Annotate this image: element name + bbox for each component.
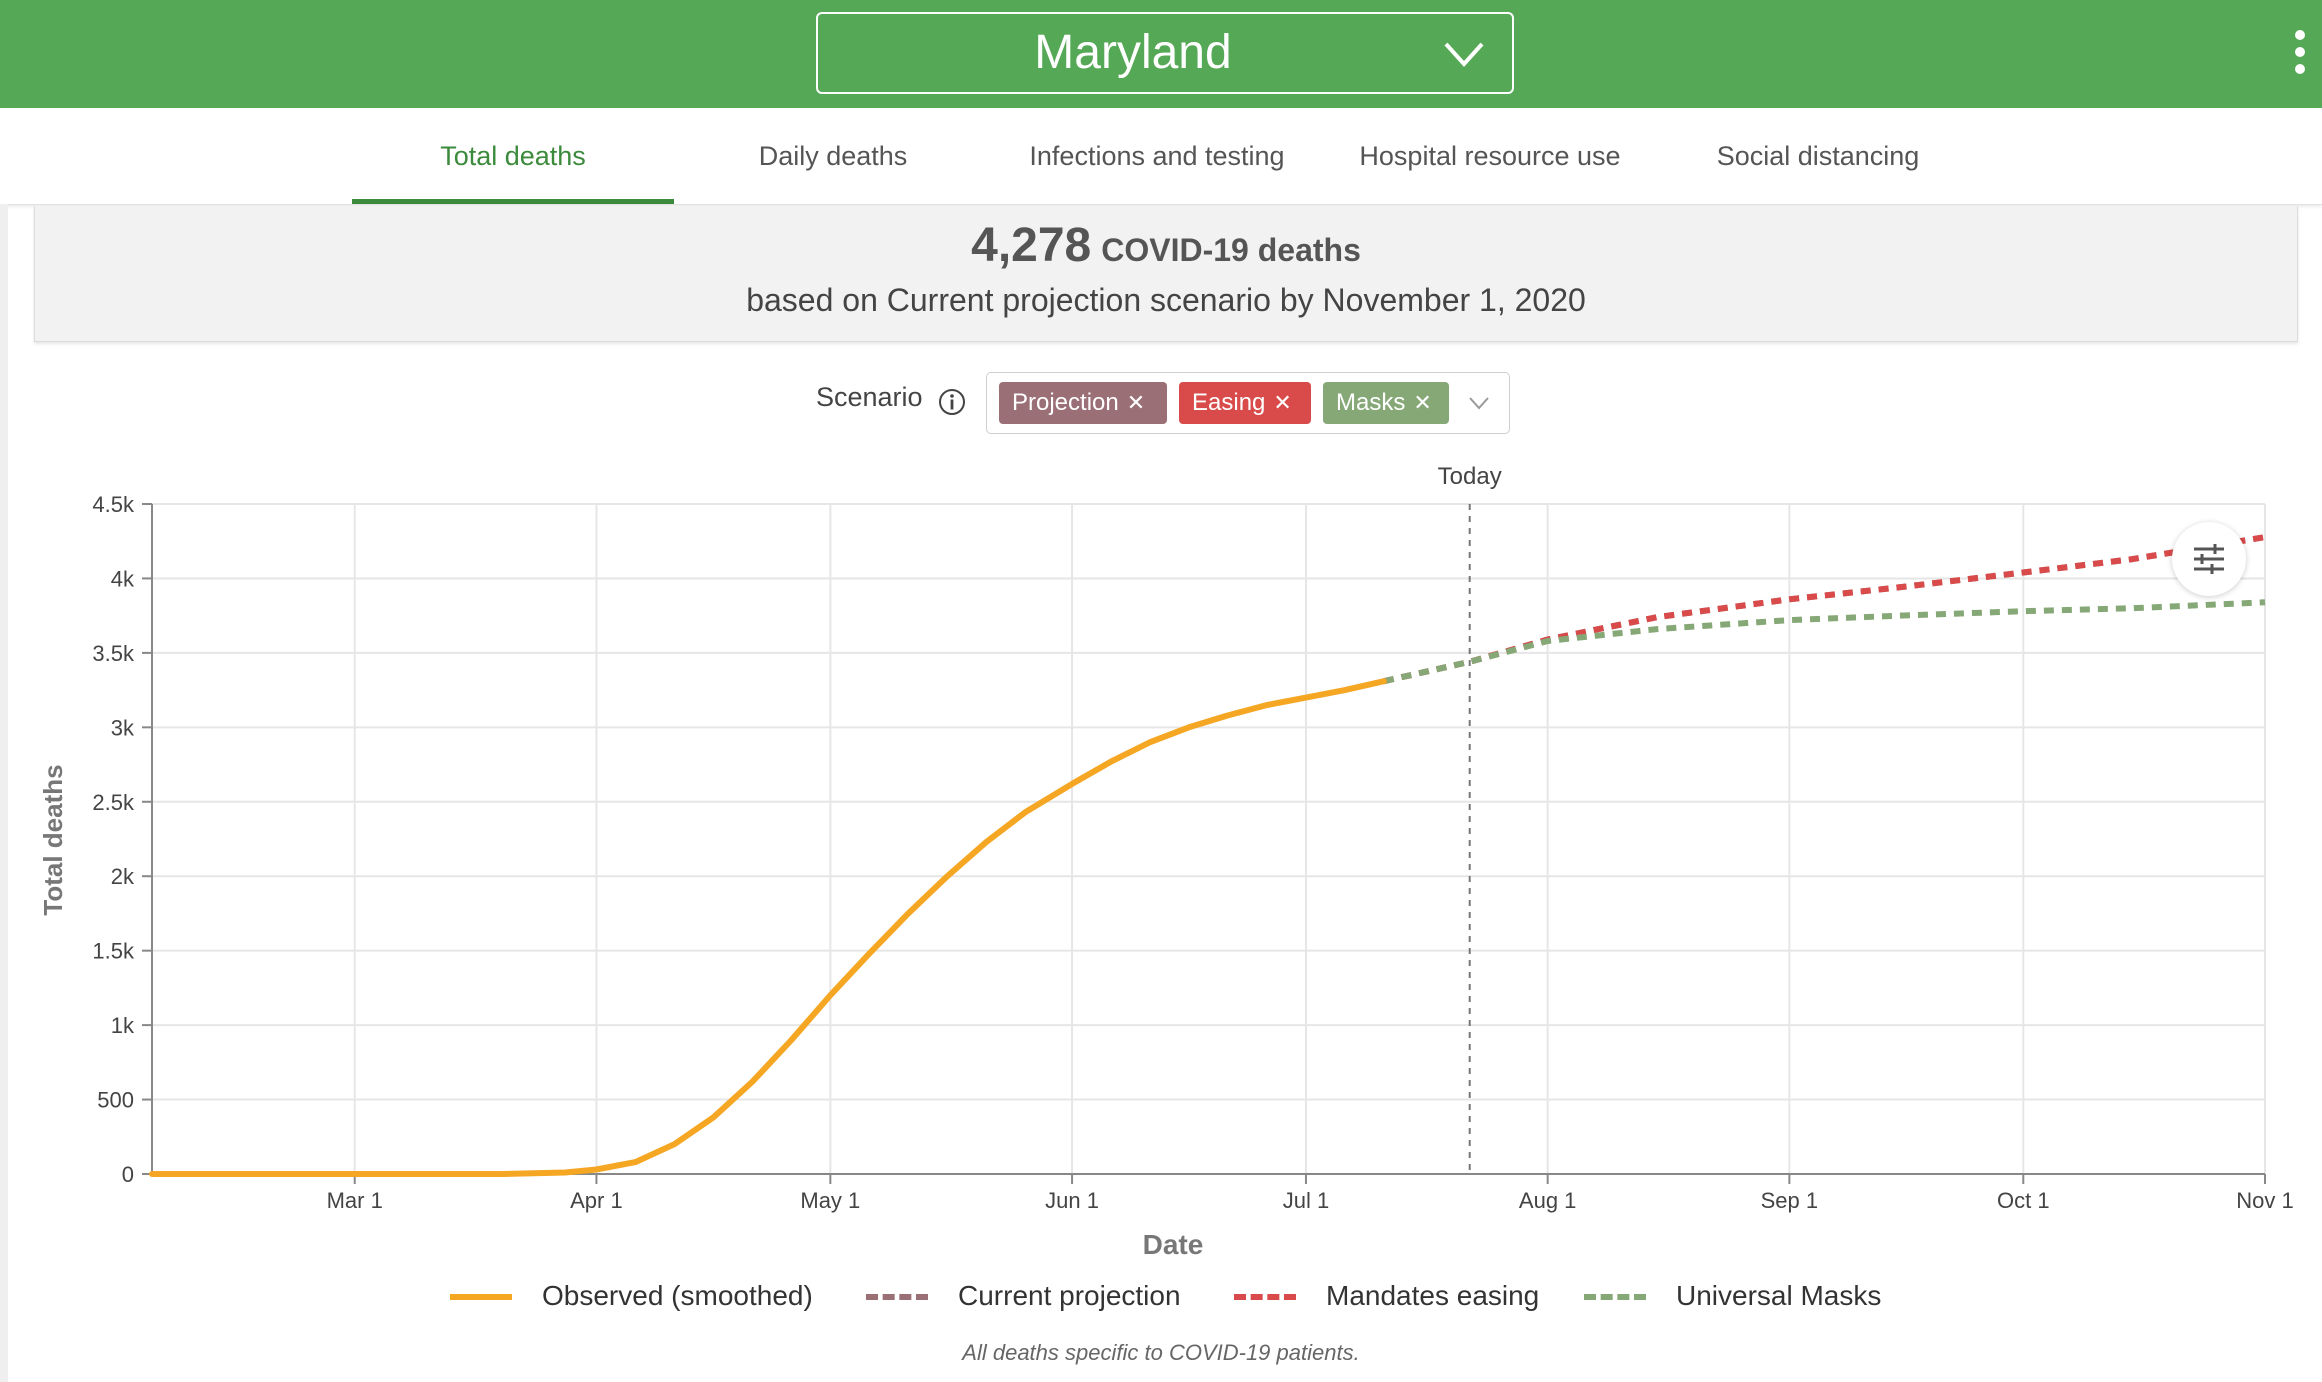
summary-card: 4,278 COVID-19 deaths based on Current pr… — [34, 206, 2298, 342]
remove-icon[interactable]: ✕ — [1273, 390, 1292, 415]
legend-label: Observed (smoothed) — [542, 1280, 813, 1311]
legend-swatch — [1584, 1294, 1646, 1300]
chart-settings-button[interactable] — [2172, 522, 2246, 596]
x-tick-label: Jul 1 — [1283, 1188, 1329, 1213]
tab-hospital-resource-use[interactable]: Hospital resource use — [1359, 141, 1621, 171]
remove-icon[interactable]: ✕ — [1126, 390, 1146, 415]
summary-value: 4,278 — [971, 219, 1092, 272]
scenario-select[interactable]: Projection ✕ Easing ✕ Masks ✕ — [986, 372, 1510, 434]
y-tick-label: 500 — [97, 1088, 134, 1113]
x-tick-label: Mar 1 — [327, 1188, 383, 1213]
chevron-down-icon[interactable] — [1467, 395, 1491, 411]
series-line-universal-masks — [1383, 599, 2266, 685]
x-axis-label: Date — [1143, 1229, 1204, 1260]
info-icon[interactable] — [938, 388, 966, 416]
y-tick-label: 3k — [111, 715, 135, 740]
scenario-label: Scenario — [816, 382, 923, 412]
legend-swatch — [866, 1294, 928, 1300]
chart-series — [149, 534, 2266, 1177]
x-tick-label: Jun 1 — [1045, 1188, 1099, 1213]
y-tick-label: 0 — [122, 1162, 134, 1187]
x-tick-label: Oct 1 — [1997, 1188, 2050, 1213]
tab-infections-testing[interactable]: Infections and testing — [1029, 141, 1285, 171]
remove-icon[interactable]: ✕ — [1413, 390, 1432, 415]
x-tick-label: Sep 1 — [1761, 1188, 1819, 1213]
summary-subtitle: based on Current projection scenario by … — [746, 282, 1586, 318]
today-label: Today — [1438, 463, 1502, 490]
scenario-chip-masks: Masks ✕ — [1323, 382, 1449, 424]
chevron-down-icon — [1444, 42, 1484, 67]
legend-swatch — [450, 1294, 512, 1300]
region-select-value: Maryland — [1034, 26, 1232, 79]
today-marker: Today — [1438, 463, 1502, 1174]
tab-total-deaths[interactable]: Total deaths — [352, 108, 674, 204]
chart-grid — [152, 503, 2266, 1175]
scenario-chip-label: Easing — [1192, 389, 1266, 416]
sliders-icon — [2194, 544, 2224, 574]
x-tick-label: Nov 1 — [2236, 1188, 2293, 1213]
tab-daily-deaths[interactable]: Daily deaths — [758, 141, 908, 171]
chart-legend: Observed (smoothed) Current projection M… — [0, 1276, 2322, 1316]
scenario-chip-label: Masks — [1336, 389, 1406, 416]
summary-headline: 4,278 COVID-19 deaths — [35, 218, 2297, 273]
y-tick-label: 4k — [111, 566, 135, 591]
legend-label: Current projection — [958, 1280, 1181, 1311]
summary-unit: COVID-19 deaths — [1101, 232, 1361, 268]
y-tick-label: 1k — [111, 1013, 135, 1038]
more-options-icon[interactable] — [2290, 30, 2310, 80]
legend-label: Universal Masks — [1676, 1280, 1882, 1311]
tab-bar: Total deaths Daily deaths Infections and… — [0, 108, 2322, 205]
x-tick-label: May 1 — [800, 1188, 860, 1213]
x-tick-label: Aug 1 — [1519, 1188, 1577, 1213]
region-select[interactable]: Maryland — [816, 12, 1514, 94]
y-tick-label: 3.5k — [92, 641, 135, 666]
scenario-chip-projection: Projection ✕ — [999, 382, 1167, 424]
scenario-chip-label: Projection — [1012, 389, 1119, 416]
y-tick-label: 2.5k — [92, 790, 135, 815]
tab-social-distancing[interactable]: Social distancing — [1716, 141, 1920, 171]
y-tick-label: 2k — [111, 864, 135, 889]
y-tick-label: 1.5k — [92, 939, 135, 964]
left-divider — [0, 204, 8, 1382]
total-deaths-chart: 0 500 1k 1.5k 2k 2.5k 3k 3.5k 4k 4.5k Mar 1 Apr 1 Ma… — [38, 463, 2294, 1260]
legend-swatch — [1234, 1294, 1296, 1300]
top-bar: Maryland — [0, 0, 2322, 108]
y-axis-label: Total deaths — [38, 764, 68, 915]
series-line-observed-smoothed — [149, 678, 1387, 1177]
scenario-chip-easing: Easing ✕ — [1179, 382, 1311, 424]
legend-label: Mandates easing — [1326, 1280, 1540, 1311]
chart-axes: 0 500 1k 1.5k 2k 2.5k 3k 3.5k 4k 4.5k Mar 1 Apr 1 Ma… — [92, 492, 2293, 1213]
x-tick-label: Apr 1 — [570, 1188, 623, 1213]
y-tick-label: 4.5k — [92, 492, 135, 517]
series-line-mandates-easing — [1383, 534, 2266, 685]
chart-footnote: All deaths specific to COVID-19 patients… — [962, 1340, 1360, 1365]
